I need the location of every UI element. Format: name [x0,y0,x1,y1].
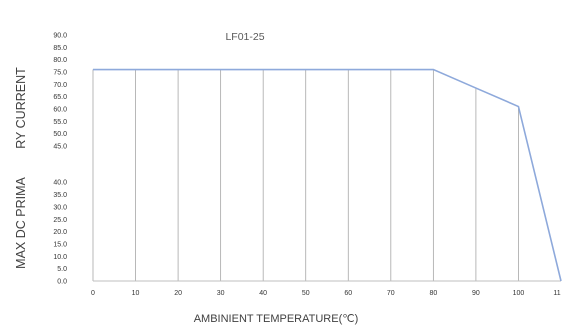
y-tick-label: 20.0 [53,229,67,236]
y-tick-label: 10.0 [53,254,67,261]
y-tick-label: 65.0 [53,94,67,101]
y-tick-label: 40.0 [53,180,67,187]
x-tick-label: 30 [217,290,225,297]
y-axis-title-upper: RY CURRENT [14,67,28,149]
x-tick-label: 11 [553,290,560,297]
y-tick-label: 25.0 [53,217,67,224]
y-tick-label: 30.0 [53,204,67,211]
x-tick-label: 90 [472,290,480,297]
y-tick-labels: 0.0 5.0 10.0 15.0 20.0 25.0 30.0 35.0 40.0 45.0 50… [53,33,67,286]
y-axis-title: MAX DC PRIMA RY CURRENT [14,67,28,269]
y-tick-label: 70.0 [53,82,67,89]
x-tick-label: 70 [387,290,395,297]
drop-lines [92,69,519,281]
x-tick-labels: 0 10 20 30 40 50 60 70 80 90 100 11 [91,290,561,297]
x-tick-label: 40 [259,290,267,297]
x-tick-label: 100 [513,290,525,297]
x-tick-label: 10 [132,290,140,297]
x-tick-label: 60 [344,290,352,297]
y-tick-label: 45.0 [53,144,67,151]
x-tick-label: 0 [91,290,95,297]
x-axis-title: AMBINIENT TEMPERATURE(℃) [194,313,359,325]
y-tick-label: 35.0 [53,192,67,199]
y-tick-label: 55.0 [53,119,67,126]
x-tick-label: 80 [429,290,437,297]
y-tick-label: 80.0 [53,57,67,64]
series-line [93,68,562,282]
y-tick-label: 15.0 [53,241,67,248]
y-tick-label: 60.0 [53,107,67,114]
y-tick-label: 5.0 [57,266,67,273]
chart-title: LF01-25 [225,31,264,43]
y-tick-label: 90.0 [53,33,67,40]
y-tick-label: 0.0 [57,279,67,286]
x-tick-label: 50 [302,290,310,297]
x-tick-label: 20 [174,290,182,297]
y-tick-label: 85.0 [53,45,67,52]
y-axis-title-lower: MAX DC PRIMA [14,177,28,269]
y-tick-label: 75.0 [53,70,67,77]
y-tick-label: 50.0 [53,131,67,138]
